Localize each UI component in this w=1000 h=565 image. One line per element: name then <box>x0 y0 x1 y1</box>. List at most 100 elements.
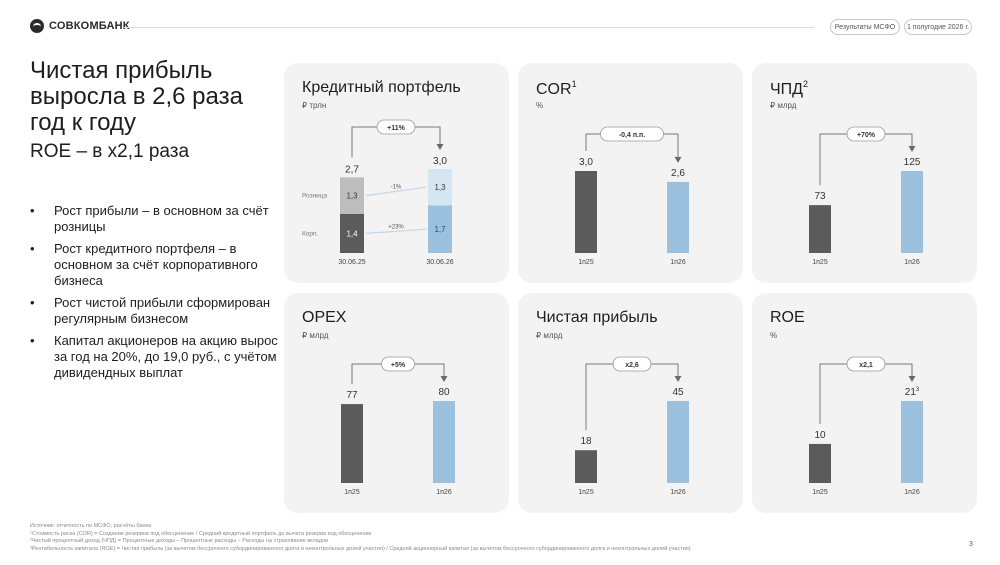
change-badge <box>612 356 652 372</box>
change-badge <box>846 126 886 142</box>
change-badge <box>600 126 664 142</box>
card-unit: ₽ трлн <box>302 101 327 110</box>
corporate-connector <box>365 228 427 234</box>
card-cor: COR1 % 3,0 1п25 2,6 1п26 -0,4 п.п. <box>518 63 743 283</box>
bar-retail-30.06.25 <box>340 177 364 214</box>
logo-icon <box>30 19 44 33</box>
change-arrow-line <box>585 363 679 431</box>
card-net-profit: Чистая прибыль ₽ млрд 18 1п25 45 1п26 x2,6 <box>518 293 743 513</box>
change-badge <box>846 356 886 372</box>
value-label: 18 <box>580 436 592 447</box>
retail-connector <box>365 186 427 197</box>
category-label: 1п25 <box>578 489 594 496</box>
logo-text: СОВКОМБАНК <box>49 20 130 32</box>
category-label: 30.06.26 <box>426 259 453 266</box>
arrow-head-icon <box>440 376 448 382</box>
segment-label: 1,3 <box>434 183 446 192</box>
value-label: 73 <box>814 191 826 202</box>
footnote-line: Источник: отчетность по МСФО, расчёты ба… <box>30 523 152 529</box>
title-text: ЧПД <box>770 81 803 98</box>
card-unit: ₽ млрд <box>770 101 797 110</box>
footnote-line: ¹Стоимость риска (COR) = Создание резерв… <box>30 530 372 537</box>
category-label: 30.06.25 <box>338 259 365 266</box>
bar-1п25 <box>809 443 831 483</box>
change-label: +70% <box>857 132 876 139</box>
card-title: Чистая прибыль <box>536 309 658 326</box>
category-label: 1п25 <box>812 259 828 266</box>
category-label: 1п25 <box>344 489 360 496</box>
bar-retail-30.06.26 <box>428 169 452 206</box>
key-points-list: Рост прибыли – в основном за счёт розниц… <box>30 203 278 387</box>
total-label: 2,7 <box>345 164 359 175</box>
opex-chart: 77 1п25 80 1п26 +5% <box>341 356 455 496</box>
corporate-change-label: +23% <box>388 224 404 230</box>
loan-portfolio-chart: 1,4 1,3 2,7 30.06.25 1,7 1,3 3,0 30.06.26 Розниц… <box>302 119 454 266</box>
bar-1п25 <box>575 171 597 253</box>
category-label: 1п26 <box>670 489 686 496</box>
arrow-head-icon <box>674 376 682 382</box>
value-label: 45 <box>672 387 684 398</box>
category-label: 1п25 <box>812 489 828 496</box>
footnote-mark: 1 <box>571 79 577 89</box>
bar-1п26 <box>667 401 689 483</box>
footnotes: Источник: отчетность по МСФО, расчёты ба… <box>30 523 970 553</box>
title-text: COR <box>536 81 572 98</box>
value-label: 2,6 <box>671 168 685 179</box>
segment-label: 1,3 <box>346 192 358 201</box>
change-label: x2,6 <box>625 362 639 369</box>
footnote-line: ³Рентабельность капитала (ROE) = Чистая … <box>30 545 691 552</box>
card-title: ЧПД2 <box>770 79 808 99</box>
change-arrow-line <box>819 133 913 186</box>
cor-chart: 3,0 1п25 2,6 1п26 -0,4 п.п. <box>575 126 689 266</box>
bullet-item: Рост чистой прибыли сформирован регулярн… <box>30 295 278 327</box>
period-badge: 1 полугодие 2026 г. <box>904 19 972 35</box>
value-label: 125 <box>904 157 921 168</box>
arrow-head-icon <box>436 144 444 150</box>
bar-1п25 <box>341 404 363 483</box>
card-opex: OPEX ₽ млрд 77 1п25 80 1п26 +5% <box>284 293 509 513</box>
card-nii: ЧПД2 ₽ млрд 73 1п25 125 1п26 +70% <box>752 63 977 283</box>
report-type-badge: Результаты МСФО <box>830 19 900 35</box>
category-label: 1п26 <box>436 489 452 496</box>
retail-change-label: -1% <box>391 184 402 190</box>
change-label: -0,4 п.п. <box>619 132 645 139</box>
card-unit: ₽ млрд <box>536 331 563 340</box>
page-subtitle: ROE – в x2,1 раза <box>30 141 190 162</box>
bullet-item: Рост прибыли – в основном за счёт розниц… <box>30 203 278 235</box>
bar-1п25 <box>809 205 831 253</box>
total-label: 3,0 <box>433 156 447 167</box>
value-label: 80 <box>438 387 450 398</box>
card-unit: % <box>536 101 544 110</box>
category-label: 1п26 <box>904 259 920 266</box>
header-divider <box>124 27 814 28</box>
page-title: Чистая прибыль выросла в 2,6 раза год к … <box>30 57 243 136</box>
footnote-line: ²Чистый процентный доход (ЧПД) = Процент… <box>30 538 329 544</box>
bar-1п26 <box>901 401 923 483</box>
bar-corporate-30.06.25 <box>340 213 364 253</box>
bar-1п26 <box>901 171 923 253</box>
change-label: +5% <box>391 362 406 369</box>
card-title: ROE <box>770 309 805 326</box>
bar-1п26 <box>433 401 455 483</box>
change-label: x2,1 <box>859 362 873 369</box>
arrow-head-icon <box>908 376 916 382</box>
value-label: 77 <box>346 390 358 401</box>
footnote-mark: 2 <box>803 79 809 89</box>
series-label-retail: Розница <box>302 193 328 200</box>
page-number: 3 <box>969 541 973 548</box>
arrow-head-icon <box>674 156 682 163</box>
change-badge <box>376 119 416 135</box>
bar-corporate-30.06.26 <box>428 205 452 253</box>
bar-1п26 <box>667 181 689 253</box>
category-label: 1п25 <box>578 259 594 266</box>
change-badge <box>381 356 415 372</box>
card-unit: % <box>770 331 778 340</box>
card-unit: ₽ млрд <box>302 331 329 340</box>
arrow-head-icon <box>908 146 916 152</box>
value-label: 213 <box>905 387 920 398</box>
net-profit-chart: 18 1п25 45 1п26 x2,6 <box>575 356 689 496</box>
footnote-mark: 3 <box>916 387 920 393</box>
bullet-item: Рост кредитного портфеля – в основном за… <box>30 241 278 289</box>
card-loan-portfolio: Кредитный портфель ₽ трлн 1,4 1,3 2,7 30.06… <box>284 63 509 283</box>
card-title: Кредитный портфель <box>302 79 461 96</box>
